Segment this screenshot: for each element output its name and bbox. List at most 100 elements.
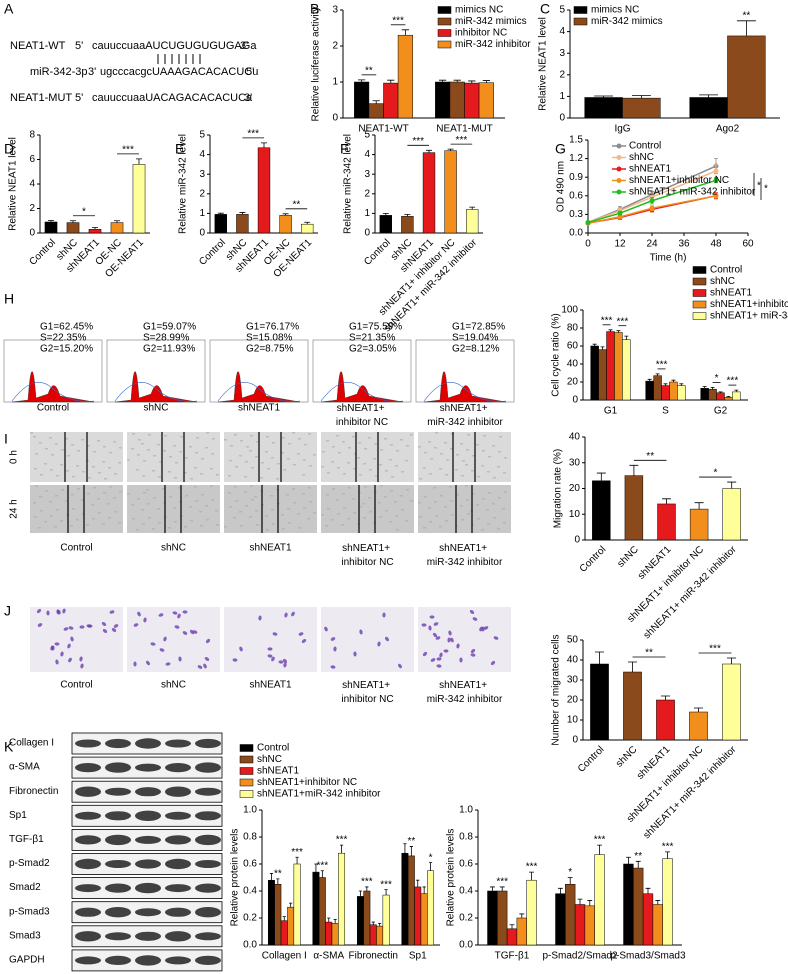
- texture: [498, 451, 501, 453]
- cell: [182, 631, 188, 635]
- error-bar: [358, 890, 363, 897]
- error-bar: [655, 900, 661, 905]
- cell: [324, 626, 328, 632]
- texture: [216, 524, 219, 526]
- texture: [67, 455, 70, 457]
- texture: [428, 507, 431, 509]
- texture: [373, 458, 376, 460]
- cell: [70, 636, 74, 642]
- bar: [732, 391, 741, 401]
- x-tick-label: Control: [27, 237, 58, 268]
- flow-stat: S=28.99%: [143, 333, 190, 344]
- error-bar: [91, 227, 99, 230]
- texture: [434, 447, 437, 449]
- texture: [93, 451, 96, 453]
- y-tick-label: 5: [364, 130, 370, 141]
- y-tick-label: 0.8: [243, 832, 257, 843]
- wound-image: [321, 432, 414, 482]
- texture: [282, 437, 285, 439]
- texture: [396, 450, 399, 452]
- texture: [308, 433, 311, 435]
- cell: [205, 638, 211, 644]
- texture: [174, 521, 177, 523]
- x-tick-label: Control: [197, 237, 228, 268]
- texture: [331, 519, 334, 521]
- error-bar: [276, 878, 280, 885]
- texture: [428, 441, 431, 443]
- texture: [131, 448, 134, 450]
- sequence-name: NEAT1-MUT: [10, 92, 72, 104]
- band: [75, 884, 101, 893]
- band: [135, 738, 161, 749]
- texture: [185, 457, 188, 459]
- texture: [109, 452, 112, 454]
- error-bar: [557, 887, 563, 894]
- bar: [287, 906, 295, 946]
- error-bar: [69, 220, 77, 223]
- texture: [266, 529, 269, 531]
- texture: [245, 505, 248, 507]
- texture: [260, 477, 263, 479]
- error-bar: [282, 916, 286, 921]
- band: [105, 834, 131, 846]
- texture: [309, 501, 312, 503]
- error-bar: [428, 862, 433, 871]
- texture: [173, 507, 176, 509]
- texture: [466, 449, 469, 451]
- band: [105, 883, 131, 893]
- y-axis-label: Relative NEAT1 level: [538, 17, 549, 111]
- cell: [385, 636, 389, 642]
- error-bar: [365, 886, 369, 891]
- y-tick-label: 0.6: [243, 859, 257, 870]
- texture: [499, 436, 502, 438]
- y-tick-label: 2: [364, 188, 370, 199]
- texture: [362, 503, 365, 505]
- cell: [435, 636, 441, 640]
- panel-label: A: [4, 1, 14, 17]
- cell: [133, 661, 137, 667]
- texture: [445, 520, 448, 522]
- texture: [347, 518, 350, 520]
- legend-label: miR-342 mimics: [455, 16, 527, 27]
- texture: [450, 500, 453, 502]
- texture: [107, 503, 110, 505]
- texture: [483, 435, 486, 437]
- bar: [466, 209, 479, 234]
- texture: [461, 475, 464, 477]
- panel-label: J: [4, 603, 11, 619]
- cell: [433, 622, 439, 626]
- texture: [169, 496, 172, 498]
- texture: [336, 499, 339, 501]
- texture: [246, 446, 249, 448]
- error-bar: [47, 220, 55, 222]
- legend-label: shNEAT1: [629, 164, 671, 175]
- texture: [184, 472, 187, 474]
- texture: [113, 441, 116, 443]
- error-bar: [371, 921, 375, 925]
- bar: [318, 877, 326, 946]
- group-label: shNC: [143, 403, 168, 414]
- point: [649, 198, 655, 204]
- y-tick-label: 0: [364, 228, 370, 239]
- cell: [421, 623, 427, 627]
- texture: [332, 488, 335, 490]
- texture: [488, 456, 491, 458]
- texture: [158, 476, 161, 478]
- y-tick-label: 0: [199, 228, 205, 239]
- x-tick-label: shNC: [614, 744, 639, 769]
- bar: [652, 904, 663, 946]
- y-tick-label: 30: [569, 457, 581, 468]
- y-axis-label: Relative protein levels: [230, 829, 241, 927]
- cell: [60, 651, 64, 657]
- cell: [422, 651, 428, 657]
- texture: [168, 527, 171, 529]
- bar: [331, 923, 339, 946]
- texture: [76, 465, 79, 467]
- texture: [55, 495, 58, 497]
- texture: [487, 471, 490, 473]
- texture: [33, 436, 36, 438]
- band: [165, 907, 191, 917]
- error-bar: [378, 923, 382, 927]
- texture: [175, 462, 178, 464]
- significance: **: [743, 10, 751, 21]
